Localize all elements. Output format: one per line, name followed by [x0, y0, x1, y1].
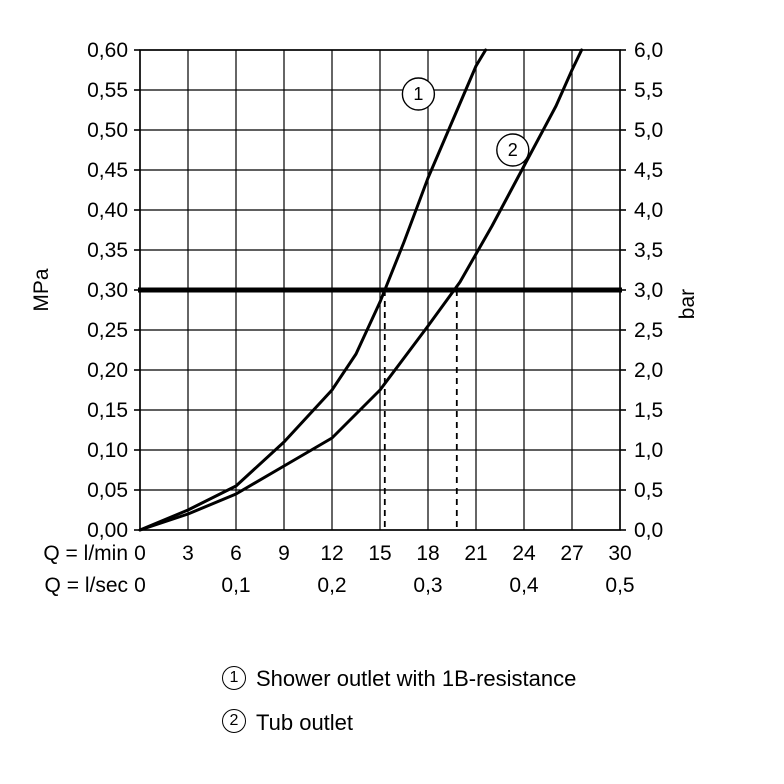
svg-text:0,30: 0,30	[87, 279, 128, 302]
legend-text-1: Shower outlet with 1B-resistance	[248, 664, 660, 694]
svg-text:2: 2	[508, 140, 518, 160]
svg-text:0,4: 0,4	[509, 574, 539, 597]
svg-text:3: 3	[182, 542, 194, 565]
svg-text:0,50: 0,50	[87, 119, 128, 142]
svg-text:MPa: MPa	[30, 268, 53, 312]
legend-marker-2: 2	[220, 708, 248, 735]
svg-text:0,55: 0,55	[87, 79, 128, 102]
svg-text:0,1: 0,1	[221, 574, 250, 597]
svg-text:Q = l/min: Q = l/min	[43, 542, 128, 565]
chart-legend: 1 Shower outlet with 1B-resistance 2 Tub…	[220, 664, 660, 751]
svg-text:5,5: 5,5	[634, 79, 663, 102]
svg-text:9: 9	[278, 542, 290, 565]
svg-text:18: 18	[416, 542, 439, 565]
svg-text:3,0: 3,0	[634, 279, 663, 302]
svg-text:4,5: 4,5	[634, 159, 663, 182]
svg-text:21: 21	[464, 542, 487, 565]
svg-text:0,35: 0,35	[87, 239, 128, 262]
svg-text:4,0: 4,0	[634, 199, 663, 222]
svg-text:0,20: 0,20	[87, 359, 128, 382]
svg-text:12: 12	[320, 542, 343, 565]
svg-text:6,0: 6,0	[634, 39, 663, 62]
svg-text:5,0: 5,0	[634, 119, 663, 142]
svg-text:30: 30	[608, 542, 631, 565]
legend-marker-1: 1	[220, 664, 248, 691]
svg-text:2,5: 2,5	[634, 319, 663, 342]
legend-text-2: Tub outlet	[248, 708, 660, 738]
svg-text:0,05: 0,05	[87, 479, 128, 502]
svg-text:0,5: 0,5	[634, 479, 663, 502]
svg-text:0,15: 0,15	[87, 399, 128, 422]
svg-text:0,0: 0,0	[634, 519, 663, 542]
svg-text:2,0: 2,0	[634, 359, 663, 382]
svg-text:bar: bar	[676, 289, 699, 319]
svg-text:0,25: 0,25	[87, 319, 128, 342]
legend-item: 1 Shower outlet with 1B-resistance	[220, 664, 660, 694]
svg-text:0,10: 0,10	[87, 439, 128, 462]
svg-text:0,40: 0,40	[87, 199, 128, 222]
svg-text:0,45: 0,45	[87, 159, 128, 182]
svg-text:27: 27	[560, 542, 583, 565]
svg-text:0: 0	[134, 542, 146, 565]
svg-text:0,3: 0,3	[413, 574, 442, 597]
svg-text:3,5: 3,5	[634, 239, 663, 262]
svg-text:1,0: 1,0	[634, 439, 663, 462]
svg-text:0,60: 0,60	[87, 39, 128, 62]
svg-text:6: 6	[230, 542, 242, 565]
svg-text:0,00: 0,00	[87, 519, 128, 542]
svg-text:Q = l/sec: Q = l/sec	[45, 574, 128, 597]
svg-text:0: 0	[134, 574, 146, 597]
svg-text:24: 24	[512, 542, 536, 565]
svg-text:0,5: 0,5	[605, 574, 634, 597]
svg-text:0,2: 0,2	[317, 574, 346, 597]
svg-text:1,5: 1,5	[634, 399, 663, 422]
legend-item: 2 Tub outlet	[220, 708, 660, 738]
svg-text:1: 1	[413, 84, 423, 104]
svg-text:15: 15	[368, 542, 391, 565]
